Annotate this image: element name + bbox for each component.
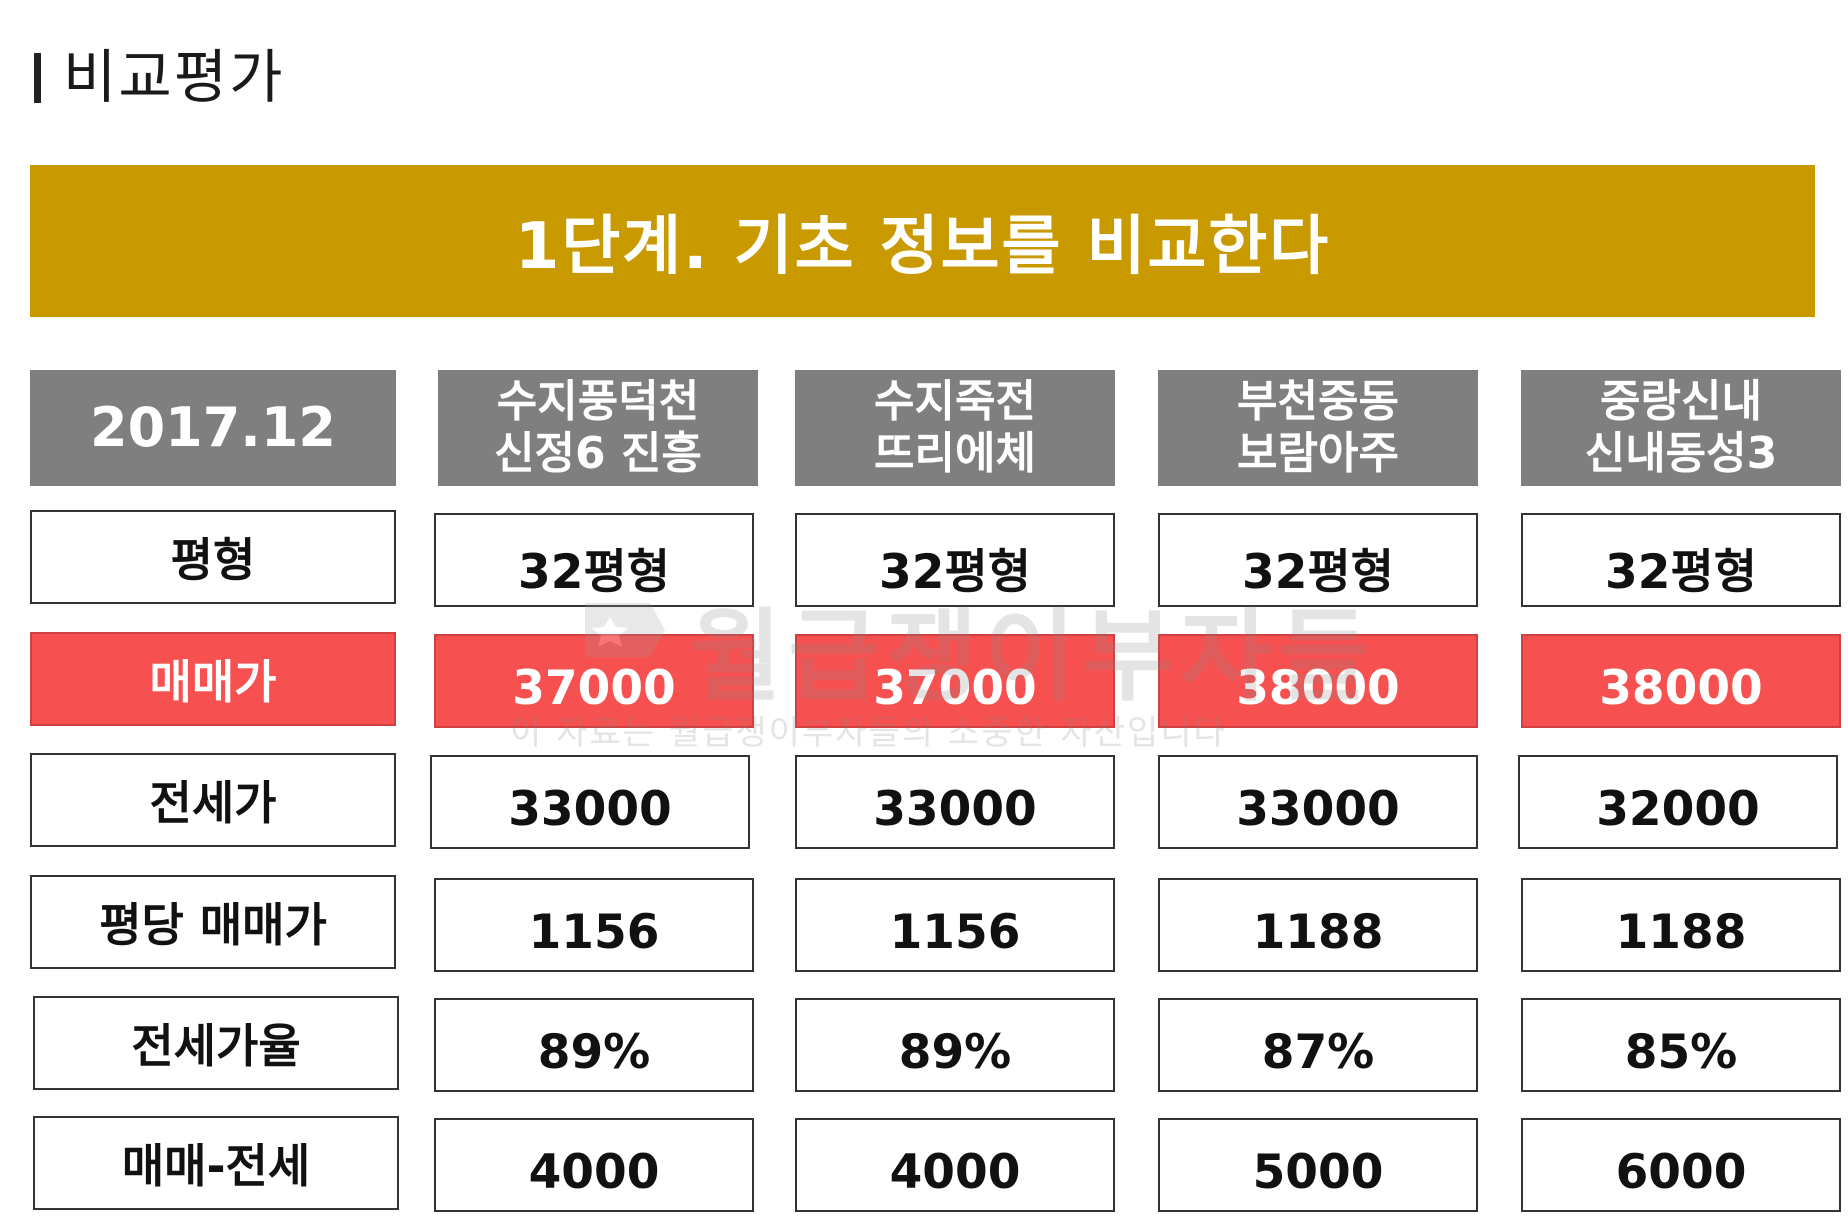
cell-price-per-pyeong: 1156 (434, 878, 754, 972)
cell-area-type: 32평형 (1521, 513, 1841, 607)
column-header-4: 중랑신내 신내동성3 (1521, 370, 1841, 486)
column-header-line2: 보람아주 (1237, 428, 1399, 479)
cell-sale-minus-jeonse: 4000 (795, 1118, 1115, 1212)
cell-sale-price: 37000 (795, 634, 1115, 728)
cell-jeonse-ratio: 87% (1158, 998, 1478, 1092)
cell-jeonse-ratio: 89% (795, 998, 1115, 1092)
column-header-3: 부천중동 보람아주 (1158, 370, 1478, 486)
cell-price-per-pyeong: 1156 (795, 878, 1115, 972)
row-label-price-per-pyeong: 평당 매매가 (30, 875, 396, 969)
cell-price-per-pyeong: 1188 (1158, 878, 1478, 972)
column-header-line1: 수지죽전 (874, 376, 1036, 428)
cell-jeonse-price: 33000 (795, 755, 1115, 849)
cell-area-type: 32평형 (1158, 513, 1478, 607)
row-label-jeonse-price: 전세가 (30, 753, 396, 847)
column-header-1: 수지풍덕천 신정6 진흥 (438, 370, 758, 486)
page-title: 비교평가 (34, 30, 284, 114)
step-banner-text: 1단계. 기초 정보를 비교한다 (514, 210, 1331, 284)
step-banner: 1단계. 기초 정보를 비교한다 (30, 165, 1815, 317)
cell-jeonse-price: 32000 (1518, 755, 1838, 849)
cell-sale-minus-jeonse: 4000 (434, 1118, 754, 1212)
page-title-text: 비교평가 (63, 43, 285, 111)
date-header-text: 2017.12 (90, 396, 336, 460)
column-header-line1: 수지풍덕천 (496, 376, 700, 428)
column-header-line1: 부천중동 (1237, 376, 1399, 428)
cell-sale-minus-jeonse: 5000 (1158, 1118, 1478, 1212)
cell-sale-price: 37000 (434, 634, 754, 728)
cell-price-per-pyeong: 1188 (1521, 878, 1841, 972)
column-header-line2: 뜨리에체 (874, 428, 1036, 479)
column-header-line2: 신내동성3 (1584, 428, 1778, 479)
cell-sale-price: 38000 (1158, 634, 1478, 728)
row-label-area-type: 평형 (30, 510, 396, 604)
cell-jeonse-price: 33000 (1158, 755, 1478, 849)
row-label-sale-minus-jeonse: 매매-전세 (33, 1116, 399, 1210)
column-header-2: 수지죽전 뜨리에체 (795, 370, 1115, 486)
title-bar-mark (34, 53, 41, 103)
row-label-sale-price: 매매가 (30, 632, 396, 726)
cell-sale-minus-jeonse: 6000 (1521, 1118, 1841, 1212)
row-label-jeonse-ratio: 전세가율 (33, 996, 399, 1090)
cell-jeonse-ratio: 85% (1521, 998, 1841, 1092)
cell-area-type: 32평형 (795, 513, 1115, 607)
cell-sale-price: 38000 (1521, 634, 1841, 728)
cell-area-type: 32평형 (434, 513, 754, 607)
cell-jeonse-ratio: 89% (434, 998, 754, 1092)
column-header-line2: 신정6 진흥 (494, 428, 702, 479)
date-header: 2017.12 (30, 370, 396, 486)
column-header-line1: 중랑신내 (1600, 376, 1762, 428)
cell-jeonse-price: 33000 (430, 755, 750, 849)
